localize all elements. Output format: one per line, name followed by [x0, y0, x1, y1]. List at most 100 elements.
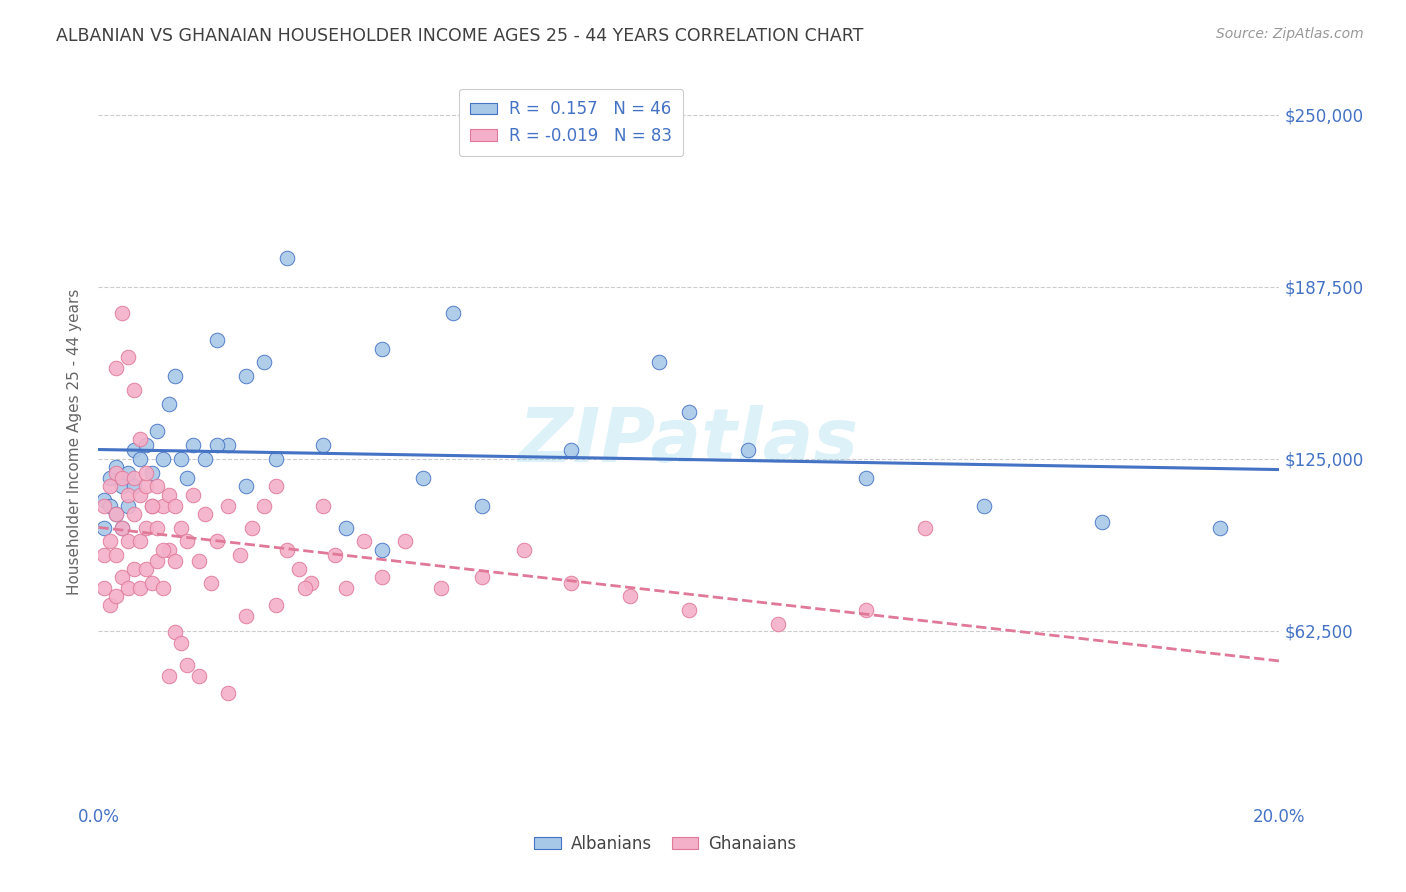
- Point: [194, 451, 217, 466]
- Point: [122, 507, 145, 521]
- Text: Source: ZipAtlas.com: Source: ZipAtlas.com: [1216, 27, 1364, 41]
- Point: [165, 553, 187, 567]
- Point: [678, 603, 700, 617]
- Point: [973, 499, 995, 513]
- Point: [135, 520, 157, 534]
- Point: [157, 487, 180, 501]
- Point: [117, 487, 139, 501]
- Point: [93, 548, 115, 562]
- Point: [235, 479, 257, 493]
- Point: [371, 570, 394, 584]
- Y-axis label: Householder Income Ages 25 - 44 years: Householder Income Ages 25 - 44 years: [67, 288, 83, 595]
- Point: [471, 570, 494, 584]
- Point: [122, 383, 145, 397]
- Point: [152, 542, 174, 557]
- Point: [264, 598, 287, 612]
- Point: [111, 479, 134, 493]
- Point: [619, 590, 641, 604]
- Point: [217, 438, 239, 452]
- Point: [135, 562, 157, 576]
- Point: [93, 499, 115, 513]
- Point: [105, 360, 128, 375]
- Point: [111, 520, 134, 534]
- Point: [105, 507, 128, 521]
- Point: [157, 397, 180, 411]
- Point: [187, 669, 209, 683]
- Point: [105, 590, 128, 604]
- Point: [371, 342, 394, 356]
- Point: [766, 616, 789, 631]
- Point: [176, 658, 198, 673]
- Point: [105, 466, 128, 480]
- Point: [122, 479, 145, 493]
- Point: [141, 499, 163, 513]
- Point: [122, 562, 145, 576]
- Point: [98, 499, 121, 513]
- Point: [394, 534, 416, 549]
- Point: [128, 433, 150, 447]
- Point: [128, 534, 150, 549]
- Point: [648, 355, 671, 369]
- Point: [146, 479, 169, 493]
- Point: [217, 499, 239, 513]
- Point: [146, 424, 169, 438]
- Point: [264, 479, 287, 493]
- Point: [512, 542, 534, 557]
- Point: [678, 405, 700, 419]
- Point: [117, 466, 139, 480]
- Point: [560, 575, 582, 590]
- Point: [111, 306, 134, 320]
- Point: [117, 581, 139, 595]
- Point: [412, 471, 434, 485]
- Point: [240, 520, 263, 534]
- Point: [117, 350, 139, 364]
- Text: ALBANIAN VS GHANAIAN HOUSEHOLDER INCOME AGES 25 - 44 YEARS CORRELATION CHART: ALBANIAN VS GHANAIAN HOUSEHOLDER INCOME …: [56, 27, 863, 45]
- Point: [312, 438, 335, 452]
- Point: [111, 570, 134, 584]
- Point: [111, 471, 134, 485]
- Point: [335, 581, 357, 595]
- Point: [217, 686, 239, 700]
- Point: [105, 548, 128, 562]
- Point: [141, 466, 163, 480]
- Point: [117, 534, 139, 549]
- Text: ZIPatlas: ZIPatlas: [519, 405, 859, 478]
- Point: [181, 487, 204, 501]
- Point: [855, 603, 877, 617]
- Point: [93, 581, 115, 595]
- Point: [105, 460, 128, 475]
- Point: [152, 451, 174, 466]
- Point: [170, 636, 193, 650]
- Point: [98, 598, 121, 612]
- Point: [294, 581, 316, 595]
- Point: [299, 575, 322, 590]
- Point: [1209, 520, 1232, 534]
- Point: [146, 520, 169, 534]
- Point: [253, 355, 276, 369]
- Point: [152, 581, 174, 595]
- Point: [430, 581, 453, 595]
- Point: [141, 499, 163, 513]
- Point: [93, 520, 115, 534]
- Point: [93, 493, 115, 508]
- Point: [737, 443, 759, 458]
- Point: [229, 548, 252, 562]
- Point: [276, 542, 298, 557]
- Point: [335, 520, 357, 534]
- Point: [170, 520, 193, 534]
- Point: [855, 471, 877, 485]
- Point: [205, 534, 228, 549]
- Point: [122, 443, 145, 458]
- Point: [194, 507, 217, 521]
- Point: [176, 534, 198, 549]
- Point: [128, 581, 150, 595]
- Point: [312, 499, 335, 513]
- Point: [146, 553, 169, 567]
- Point: [181, 438, 204, 452]
- Point: [135, 466, 157, 480]
- Point: [105, 507, 128, 521]
- Point: [187, 553, 209, 567]
- Point: [205, 438, 228, 452]
- Point: [98, 534, 121, 549]
- Point: [323, 548, 346, 562]
